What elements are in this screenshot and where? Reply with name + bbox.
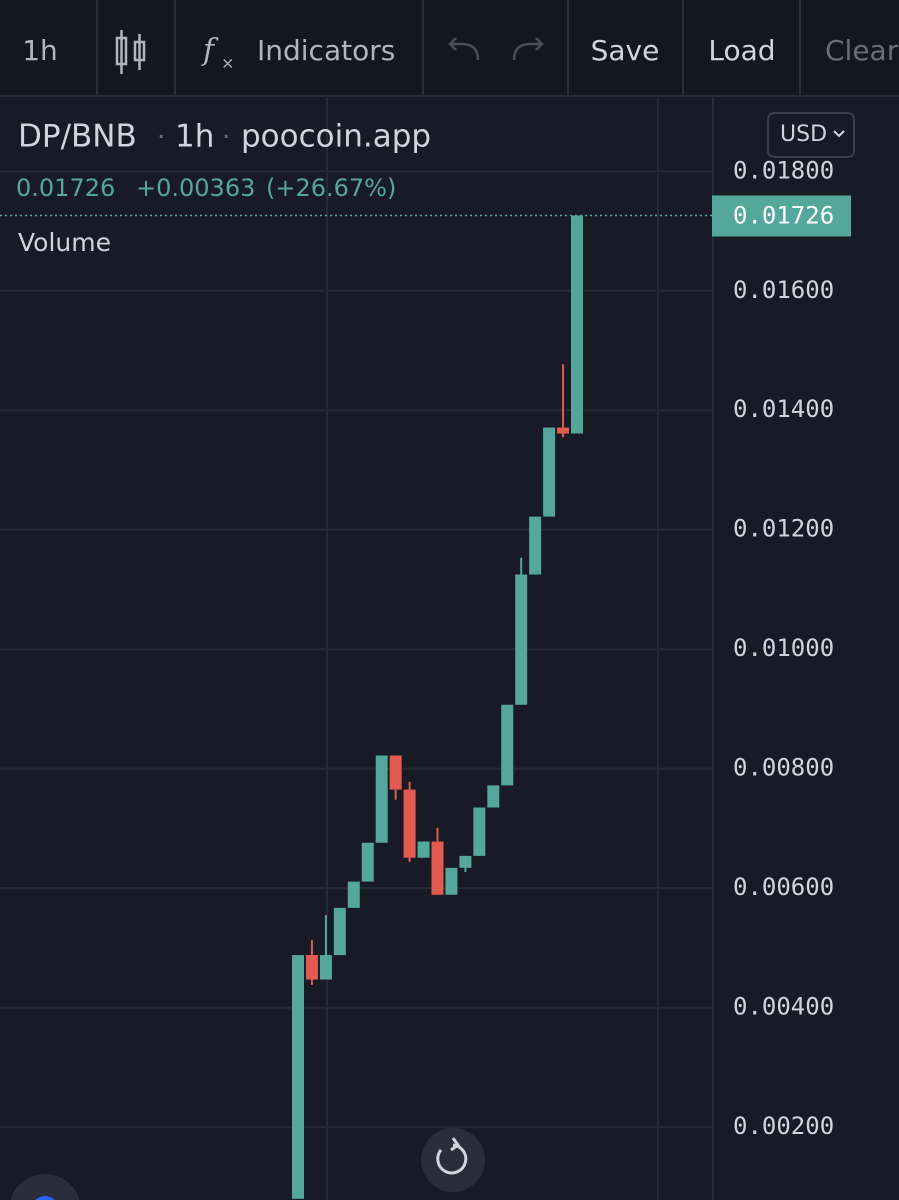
y-tick-label: 0.01600 [733, 276, 834, 304]
candle-body [333, 907, 346, 956]
candle-body [361, 842, 374, 882]
source: poocoin.app [241, 119, 431, 155]
toolbar [0, 0, 899, 96]
y-tick-label: 0.00800 [733, 754, 834, 782]
currency[interactable]: USD [780, 122, 827, 147]
reset-button[interactable] [421, 1128, 485, 1192]
candle-body [403, 789, 416, 858]
symbol: DP/BNB [18, 119, 137, 155]
currency-button[interactable] [767, 112, 855, 158]
candle-body [292, 955, 304, 1199]
price-change: +0.00363 [136, 174, 255, 202]
load-button[interactable]: Load [708, 34, 775, 67]
y-tick-label: 0.00200 [733, 1112, 834, 1140]
chevron-icon [833, 130, 845, 138]
y-tick-label: 0.00600 [733, 873, 834, 901]
candle-body [445, 867, 458, 895]
candle-body [515, 574, 528, 705]
candle-body [305, 955, 318, 980]
candles [0, 214, 713, 1199]
candle-body [319, 955, 332, 980]
y-tick-label: 0.00400 [733, 993, 834, 1021]
toolbar-separators [96, 0, 801, 96]
clear-button[interactable]: Clear [825, 34, 899, 67]
corner-button-dot [35, 1196, 55, 1200]
candle-body [557, 427, 570, 434]
candle-body [389, 755, 402, 790]
candle-body [431, 841, 444, 895]
fx-icon-x: × [221, 54, 234, 73]
candle-body [501, 704, 514, 786]
candle-body [487, 785, 500, 808]
candle-body [473, 807, 486, 856]
candle-body [571, 215, 583, 434]
last-price: 0.01726 [16, 174, 115, 202]
price-change-percent: (+26.67%) [266, 174, 396, 202]
candle-body [417, 841, 430, 858]
interval-button[interactable]: 1h [22, 34, 58, 67]
y-tick-label: 0.01400 [733, 395, 834, 423]
separator-dot: · [157, 123, 165, 153]
separator-dot: · [222, 123, 230, 153]
y-tick-label: 0.01200 [733, 515, 834, 543]
candle-body [347, 881, 360, 908]
candle-body [529, 516, 542, 575]
y-tick-label: 0.01000 [733, 634, 834, 662]
candle-body [543, 427, 556, 517]
indicators-button[interactable]: Indicators [257, 34, 395, 67]
price-axis: 0.00200 0.00400 0.00600 0.00800 0.01000 0.012… [712, 156, 851, 1140]
candle-body [375, 755, 388, 843]
candle-body [459, 855, 472, 868]
save-button[interactable]: Save [591, 34, 660, 67]
undo-redo-icons[interactable] [448, 37, 544, 61]
corner-button[interactable] [9, 1174, 81, 1200]
chart-interval: 1h [175, 119, 214, 155]
price-line-label-bg [712, 195, 851, 237]
price-line-label: 0.01726 [733, 201, 834, 229]
candle-type-icon[interactable] [115, 30, 146, 74]
grid [0, 170, 713, 1129]
y-tick-label: 0.01800 [733, 156, 834, 184]
reset-icon [436, 1137, 468, 1175]
volume-label: Volume [18, 228, 111, 257]
